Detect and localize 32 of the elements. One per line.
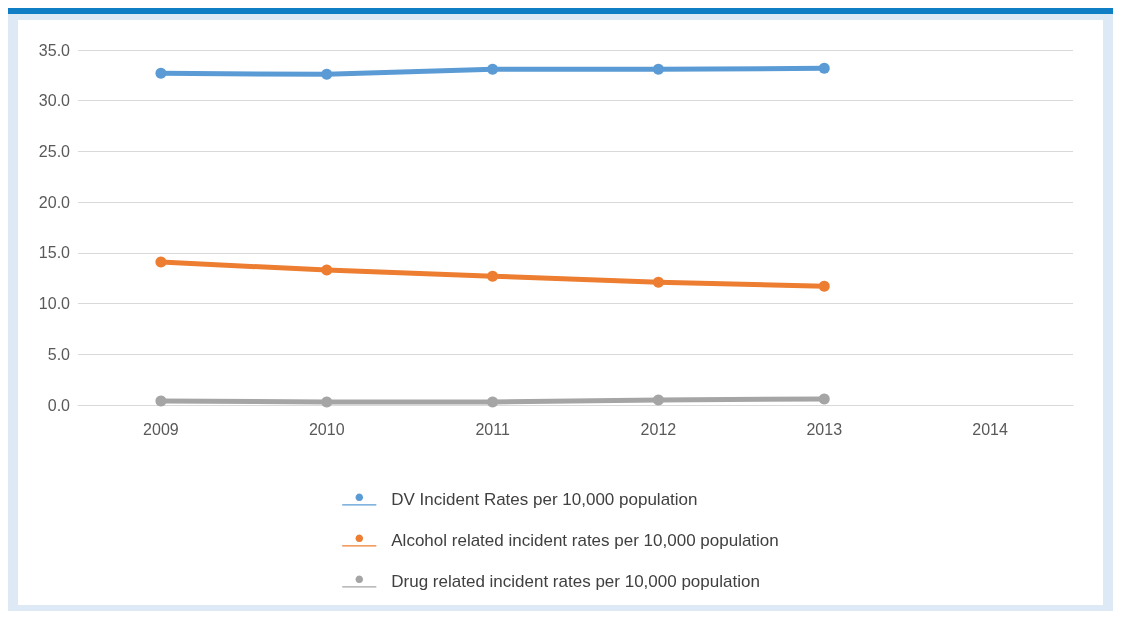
x-tick-label: 2011 — [475, 420, 510, 438]
legend-label: DV Incident Rates per 10,000 population — [391, 490, 698, 509]
point — [155, 256, 167, 268]
point — [321, 264, 333, 276]
x-tick-label: 2010 — [308, 420, 345, 438]
y-tick-label: 30.0 — [38, 92, 71, 110]
point — [321, 396, 333, 408]
x-tick-label: 2013 — [806, 420, 843, 438]
y-tick-label: 20.0 — [38, 193, 71, 211]
point — [155, 395, 167, 407]
y-tick-label: 5.0 — [47, 345, 71, 363]
y-tick-label: 0.0 — [47, 396, 71, 414]
point — [652, 276, 664, 288]
point — [155, 67, 167, 79]
point — [487, 270, 499, 282]
x-tick-label: 2012 — [640, 420, 677, 438]
point — [487, 396, 499, 408]
legend-label: Alcohol related incident rates per 10,000 population — [391, 531, 779, 550]
y-tick-label: 10.0 — [38, 295, 71, 313]
y-tick-label: 25.0 — [38, 142, 71, 160]
x-tick-label: 2009 — [143, 420, 179, 438]
point — [321, 68, 333, 80]
legend-label: Drug related incident rates per 10,000 population — [391, 572, 760, 591]
y-tick-label: 15.0 — [38, 244, 71, 262]
y-tick-label: 35.0 — [38, 41, 71, 59]
point — [818, 393, 830, 405]
x-tick-label: 2014 — [972, 420, 1008, 438]
point — [818, 280, 830, 292]
point — [652, 63, 664, 75]
point — [652, 394, 664, 406]
point — [818, 62, 830, 74]
point — [487, 63, 499, 75]
